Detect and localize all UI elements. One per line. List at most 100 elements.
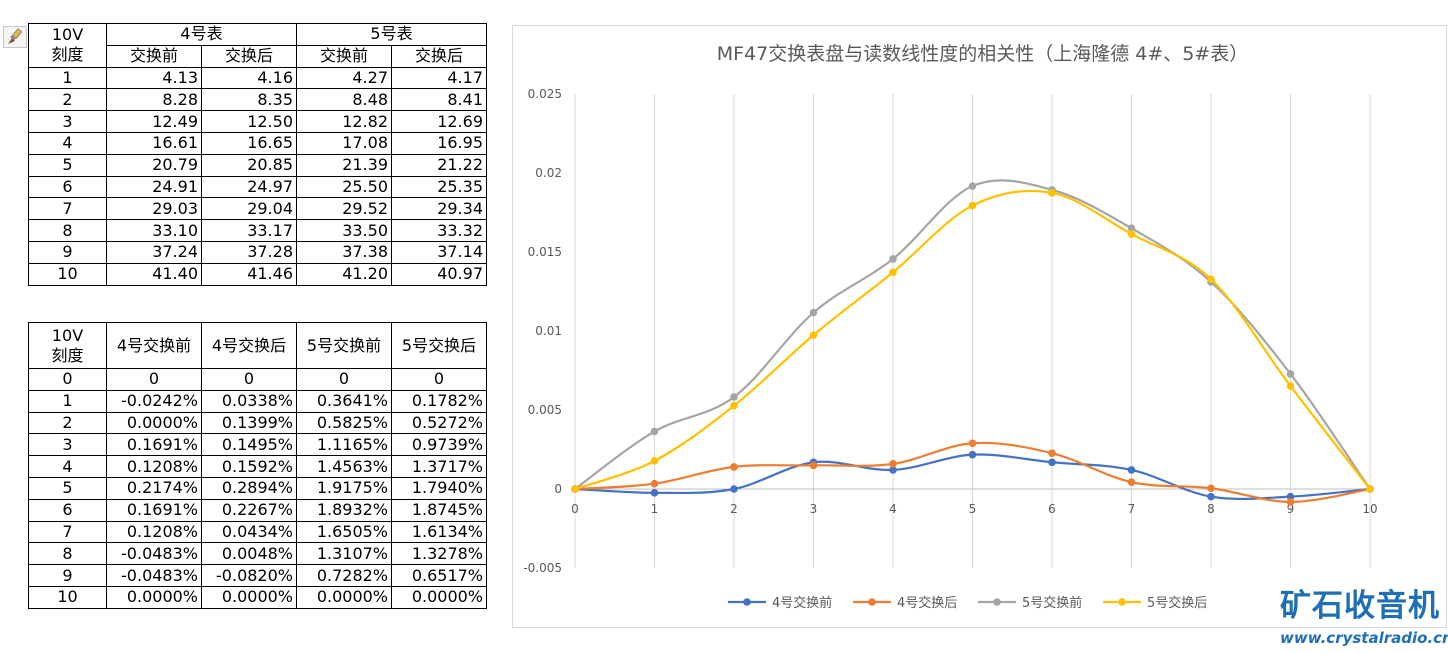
value-cell[interactable]: 24.97 — [201, 175, 297, 199]
scale-cell[interactable]: 0 — [28, 368, 107, 391]
scale-cell[interactable]: 7 — [28, 520, 107, 544]
value-cell[interactable]: 41.40 — [106, 262, 202, 286]
scale-cell[interactable]: 9 — [28, 564, 107, 587]
scale-cell[interactable]: 6 — [28, 175, 107, 199]
value-cell[interactable]: 33.17 — [201, 219, 297, 242]
scale-cell[interactable]: 5 — [28, 476, 107, 500]
value-cell[interactable]: 0.1208% — [106, 455, 202, 478]
value-cell[interactable]: 37.24 — [106, 240, 202, 264]
value-cell[interactable]: 0.2174% — [106, 476, 202, 500]
value-cell[interactable]: 0 — [296, 368, 392, 391]
value-cell[interactable]: 4.16 — [201, 66, 297, 90]
value-cell[interactable]: 0.5825% — [296, 411, 392, 435]
scale-cell[interactable]: 1 — [28, 389, 107, 413]
scale-cell[interactable]: 4 — [28, 131, 107, 155]
value-cell[interactable]: 1.6505% — [296, 520, 392, 544]
scale-cell[interactable]: 7 — [28, 197, 107, 221]
value-cell[interactable]: 0 — [201, 368, 297, 391]
value-cell[interactable]: 16.65 — [201, 131, 297, 155]
value-cell[interactable]: 0.1208% — [106, 520, 202, 544]
value-cell[interactable]: 1.8932% — [296, 498, 392, 522]
chart-area[interactable]: MF47交换表盘与读数线性度的相关性（上海隆德 4#、5#表） 0.025 0.02… — [512, 25, 1447, 628]
value-cell[interactable]: 4.13 — [106, 66, 202, 90]
value-cell[interactable]: 0.3641% — [296, 389, 392, 413]
value-cell[interactable]: 33.10 — [106, 219, 202, 242]
value-cell[interactable]: 1.3717% — [391, 455, 487, 478]
value-cell[interactable]: 4.27 — [296, 66, 392, 90]
value-cell[interactable]: 0.1399% — [201, 411, 297, 435]
paintbrush-icon[interactable] — [3, 26, 27, 48]
value-cell[interactable]: -0.0483% — [106, 542, 202, 566]
value-cell[interactable]: 1.4563% — [296, 455, 392, 478]
value-cell[interactable]: 29.34 — [391, 197, 487, 221]
scale-cell[interactable]: 9 — [28, 240, 107, 264]
scale-cell[interactable]: 6 — [28, 498, 107, 522]
value-cell[interactable]: 29.52 — [296, 197, 392, 221]
value-cell[interactable]: -0.0483% — [106, 564, 202, 587]
value-cell[interactable]: 40.97 — [391, 262, 487, 286]
value-cell[interactable]: 8.48 — [296, 88, 392, 112]
scale-cell[interactable]: 10 — [28, 262, 107, 286]
value-cell[interactable]: 21.22 — [391, 153, 487, 177]
value-cell[interactable]: 0.7282% — [296, 564, 392, 587]
value-cell[interactable]: 12.69 — [391, 110, 487, 133]
value-cell[interactable]: 0.9739% — [391, 433, 487, 457]
value-cell[interactable]: 1.9175% — [296, 476, 392, 500]
scale-cell[interactable]: 3 — [28, 433, 107, 457]
value-cell[interactable]: 0.0000% — [106, 585, 202, 609]
value-cell[interactable]: 12.49 — [106, 110, 202, 133]
value-cell[interactable]: 0 — [106, 368, 202, 391]
value-cell[interactable]: -0.0820% — [201, 564, 297, 587]
value-cell[interactable]: 1.7940% — [391, 476, 487, 500]
value-cell[interactable]: 29.04 — [201, 197, 297, 221]
value-cell[interactable]: -0.0242% — [106, 389, 202, 413]
scale-cell[interactable]: 3 — [28, 110, 107, 133]
scale-cell[interactable]: 5 — [28, 153, 107, 177]
value-cell[interactable]: 4.17 — [391, 66, 487, 90]
value-cell[interactable]: 33.50 — [296, 219, 392, 242]
value-cell[interactable]: 0.2267% — [201, 498, 297, 522]
value-cell[interactable]: 20.79 — [106, 153, 202, 177]
value-cell[interactable]: 8.28 — [106, 88, 202, 112]
value-cell[interactable]: 0.1495% — [201, 433, 297, 457]
value-cell[interactable]: 37.14 — [391, 240, 487, 264]
value-cell[interactable]: 1.3107% — [296, 542, 392, 566]
value-cell[interactable]: 0.0000% — [201, 585, 297, 609]
value-cell[interactable]: 1.8745% — [391, 498, 487, 522]
value-cell[interactable]: 0.6517% — [391, 564, 487, 587]
value-cell[interactable]: 8.41 — [391, 88, 487, 112]
value-cell[interactable]: 25.35 — [391, 175, 487, 199]
value-cell[interactable]: 12.82 — [296, 110, 392, 133]
value-cell[interactable]: 1.1165% — [296, 433, 392, 457]
scale-cell[interactable]: 8 — [28, 542, 107, 566]
value-cell[interactable]: 0.0000% — [391, 585, 487, 609]
value-cell[interactable]: 0.0000% — [106, 411, 202, 435]
value-cell[interactable]: 0.2894% — [201, 476, 297, 500]
value-cell[interactable]: 17.08 — [296, 131, 392, 155]
value-cell[interactable]: 29.03 — [106, 197, 202, 221]
value-cell[interactable]: 25.50 — [296, 175, 392, 199]
value-cell[interactable]: 37.28 — [201, 240, 297, 264]
value-cell[interactable]: 20.85 — [201, 153, 297, 177]
value-cell[interactable]: 24.91 — [106, 175, 202, 199]
value-cell[interactable]: 0.0000% — [296, 585, 392, 609]
value-cell[interactable]: 0.5272% — [391, 411, 487, 435]
scale-cell[interactable]: 2 — [28, 88, 107, 112]
scale-cell[interactable]: 4 — [28, 455, 107, 478]
value-cell[interactable]: 37.38 — [296, 240, 392, 264]
value-cell[interactable]: 0 — [391, 368, 487, 391]
value-cell[interactable]: 41.46 — [201, 262, 297, 286]
value-cell[interactable]: 0.0338% — [201, 389, 297, 413]
scale-cell[interactable]: 1 — [28, 66, 107, 90]
value-cell[interactable]: 1.3278% — [391, 542, 487, 566]
value-cell[interactable]: 16.61 — [106, 131, 202, 155]
value-cell[interactable]: 0.0434% — [201, 520, 297, 544]
value-cell[interactable]: 12.50 — [201, 110, 297, 133]
value-cell[interactable]: 41.20 — [296, 262, 392, 286]
scale-cell[interactable]: 10 — [28, 585, 107, 609]
value-cell[interactable]: 0.0048% — [201, 542, 297, 566]
value-cell[interactable]: 1.6134% — [391, 520, 487, 544]
value-cell[interactable]: 0.1691% — [106, 433, 202, 457]
value-cell[interactable]: 8.35 — [201, 88, 297, 112]
value-cell[interactable]: 33.32 — [391, 219, 487, 242]
